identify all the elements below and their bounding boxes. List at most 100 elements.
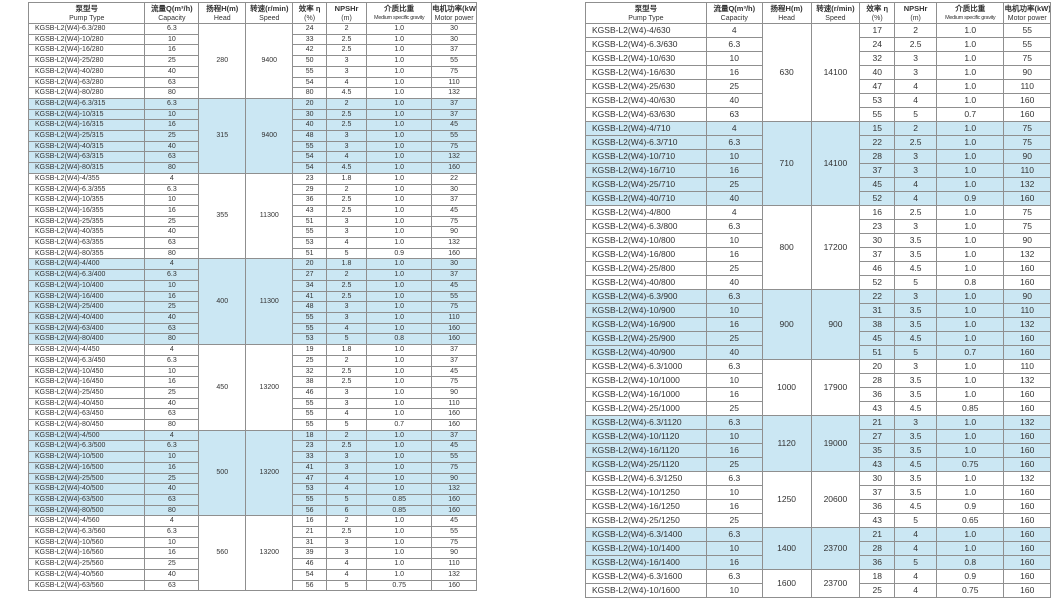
col-header-motor-power: 电机功率(kW) Motor power [431,2,477,24]
npshr-cell: 3.5 [894,471,938,486]
pump-type-cell: KGSB-L2(W4)-4/500 [27,429,146,442]
col-header-efficiency: 效率 η (%) [292,2,327,24]
capacity-cell: 16 [144,119,200,132]
npshr-cell: 2.5 [325,365,368,378]
motor-power-cell: 90 [431,386,477,399]
capacity-cell: 40 [144,311,200,324]
table-row: KGSB-L2(W4)-25/1120 25 43 4.5 0.75 160 [585,457,1051,472]
motor-power-cell: 132 [1003,317,1051,332]
npshr-cell: 4 [894,583,938,598]
pump-type-cell: KGSB-L2(W4)-6.3/450 [27,354,146,367]
capacity-cell: 10 [144,108,200,121]
pump-type-cell: KGSB-L2(W4)-63/355 [27,237,146,249]
capacity-cell: 40 [705,345,763,360]
table-row: KGSB-L2(W4)-16/710 16 37 3 1.0 110 [585,163,1051,178]
motor-power-cell: 75 [1003,135,1051,150]
pump-type-cell: KGSB-L2(W4)-4/630 [585,23,707,38]
table-row: KGSB-L2(W4)-80/400 80 53 5 0.8 160 [27,333,477,346]
head-cell: 1000 [761,359,812,416]
pump-type-cell: KGSB-L2(W4)-6.3/900 [585,289,707,304]
pump-type-cell: KGSB-L2(W4)-25/560 [27,558,146,570]
motor-power-cell: 37 [431,194,477,206]
gravity-cell: 1.0 [366,472,433,485]
table-row: KGSB-L2(W4)-4/355 4 355 11300 23 1.8 1.0 22 [27,172,477,260]
npshr-cell: 5 [894,345,938,360]
pump-type-cell: KGSB-L2(W4)-10/1400 [585,541,707,556]
pump-type-cell: KGSB-L2(W4)-40/315 [27,140,146,153]
gravity-cell: 0.85 [366,504,433,517]
speed-cell: 11300 [245,258,294,346]
efficiency-cell: 28 [859,541,896,556]
table-row: KGSB-L2(W4)-10/560 10 31 3 1.0 75 [27,536,477,549]
efficiency-cell: 27 [859,429,896,444]
capacity-cell: 16 [144,461,200,474]
efficiency-cell: 46 [859,261,896,276]
gravity-cell: 1.0 [936,415,1005,430]
npshr-cell: 3.5 [894,247,938,262]
npshr-cell: 3 [325,226,368,239]
gravity-cell: 0.9 [936,499,1005,514]
head-cell: 710 [761,121,812,206]
motor-power-cell: 110 [1003,359,1051,374]
motor-power-cell: 110 [431,311,477,324]
col-header-label-en: (m) [910,14,921,22]
capacity-cell: 80 [144,419,200,431]
npshr-cell: 2.5 [325,290,368,303]
capacity-cell: 10 [705,429,763,444]
efficiency-cell: 36 [859,499,896,514]
motor-power-cell: 90 [1003,65,1051,80]
gravity-cell: 1.0 [936,387,1005,402]
npshr-cell: 4 [325,76,368,89]
col-header-pump-type: 泵型号 Pump Type [585,2,707,24]
efficiency-cell: 43 [859,401,896,416]
pump-type-cell: KGSB-L2(W4)-40/355 [27,226,146,239]
pump-type-cell: KGSB-L2(W4)-63/450 [27,408,146,421]
capacity-cell: 4 [144,344,200,356]
npshr-cell: 3.5 [894,303,938,318]
efficiency-cell: 45 [859,177,896,192]
efficiency-cell: 55 [292,65,327,78]
pump-type-cell: KGSB-L2(W4)-16/560 [27,547,146,560]
pump-type-cell: KGSB-L2(W4)-40/900 [585,345,707,360]
pump-type-cell: KGSB-L2(W4)-6.3/1250 [585,471,707,486]
motor-power-cell: 160 [1003,541,1051,556]
gravity-cell: 0.75 [936,583,1005,598]
efficiency-cell: 21 [859,527,896,542]
head-cell: 1250 [761,471,812,528]
npshr-cell: 4 [325,472,368,485]
motor-power-cell: 132 [1003,177,1051,192]
npshr-cell: 3.5 [894,317,938,332]
capacity-cell: 16 [705,387,763,402]
npshr-cell: 2 [325,269,368,281]
head-cell: 560 [198,515,247,592]
motor-power-cell: 37 [431,344,477,356]
capacity-cell: 10 [705,303,763,318]
capacity-cell: 25 [144,301,200,313]
gravity-cell: 1.0 [366,451,433,463]
gravity-cell: 1.0 [366,408,433,421]
table-row: KGSB-L2(W4)-25/710 25 45 4 1.0 132 [585,177,1051,192]
motor-power-cell: 132 [1003,373,1051,388]
npshr-cell: 3 [894,51,938,66]
gravity-cell: 1.0 [366,108,433,121]
motor-power-cell: 132 [431,483,477,495]
motor-power-cell: 75 [431,536,477,549]
table-row: KGSB-L2(W4)-40/315 40 55 3 1.0 75 [27,140,477,153]
npshr-cell: 4 [325,568,368,581]
capacity-cell: 6.3 [705,359,763,374]
efficiency-cell: 47 [859,79,896,94]
npshr-cell: 5 [894,275,938,290]
gravity-cell: 1.0 [366,172,433,185]
table-row: KGSB-L2(W4)-6.3/1120 6.3 1120 19000 21 3 1.0 13… [585,415,1051,472]
pump-type-cell: KGSB-L2(W4)-10/400 [27,279,146,292]
head-cell: 400 [198,258,247,346]
efficiency-cell: 28 [859,149,896,164]
gravity-cell: 1.0 [366,311,433,324]
gravity-cell: 1.0 [366,23,433,35]
efficiency-cell: 56 [292,504,327,517]
head-cell: 355 [198,172,247,260]
capacity-cell: 16 [705,443,763,458]
motor-power-cell: 75 [1003,121,1051,136]
pump-type-cell: KGSB-L2(W4)-25/400 [27,301,146,313]
table-row: KGSB-L2(W4)-16/1250 16 36 4.5 0.9 160 [585,499,1051,514]
